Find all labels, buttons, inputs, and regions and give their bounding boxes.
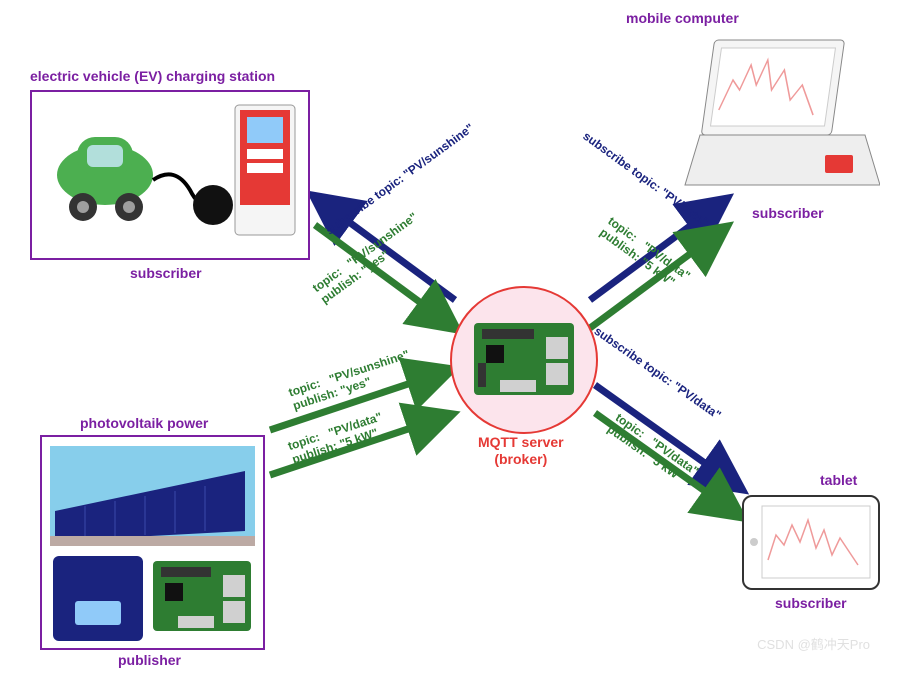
watermark: CSDN @鹤冲天Pro <box>757 634 870 653</box>
label-pv-pub2: topic: "PV/data" publish: "5 kW" <box>286 410 388 467</box>
pv-illustration <box>45 441 260 644</box>
tablet-role: subscriber <box>775 595 847 611</box>
ev-illustration <box>35 95 305 255</box>
broker-title: MQTT server (broker) <box>478 434 564 468</box>
label-tab-pub: topic: "PV/data" publish: "5 kW" <box>605 410 701 489</box>
ev-role: subscriber <box>130 265 202 281</box>
label-tab-sub: subscribe topic: "PV/data" <box>592 324 724 422</box>
ev-box <box>30 90 310 260</box>
label-lap-pub: topic: "PV/data" publish: "5 kW" <box>597 214 693 294</box>
broker-pi-icon <box>474 323 574 398</box>
pv-title: photovoltaik power <box>80 415 208 431</box>
tablet-title: tablet <box>820 472 857 488</box>
car-icon <box>57 137 153 221</box>
ev-title: electric vehicle (EV) charging station <box>30 68 275 84</box>
laptop-title: mobile computer <box>626 10 739 26</box>
charger-icon <box>235 105 295 235</box>
pv-box <box>40 435 265 650</box>
tablet-box <box>742 495 880 590</box>
label-pv-pub1: topic: "PV/sunshine" publish: "yes" <box>287 347 416 413</box>
laptop-illustration <box>680 30 880 210</box>
raspberry-pi-icon <box>153 561 251 631</box>
tablet-illustration <box>746 500 876 585</box>
plug-icon <box>193 185 233 225</box>
laptop-role: subscriber <box>752 205 824 221</box>
broker-circle <box>450 286 598 434</box>
pv-role: publisher <box>118 652 181 668</box>
